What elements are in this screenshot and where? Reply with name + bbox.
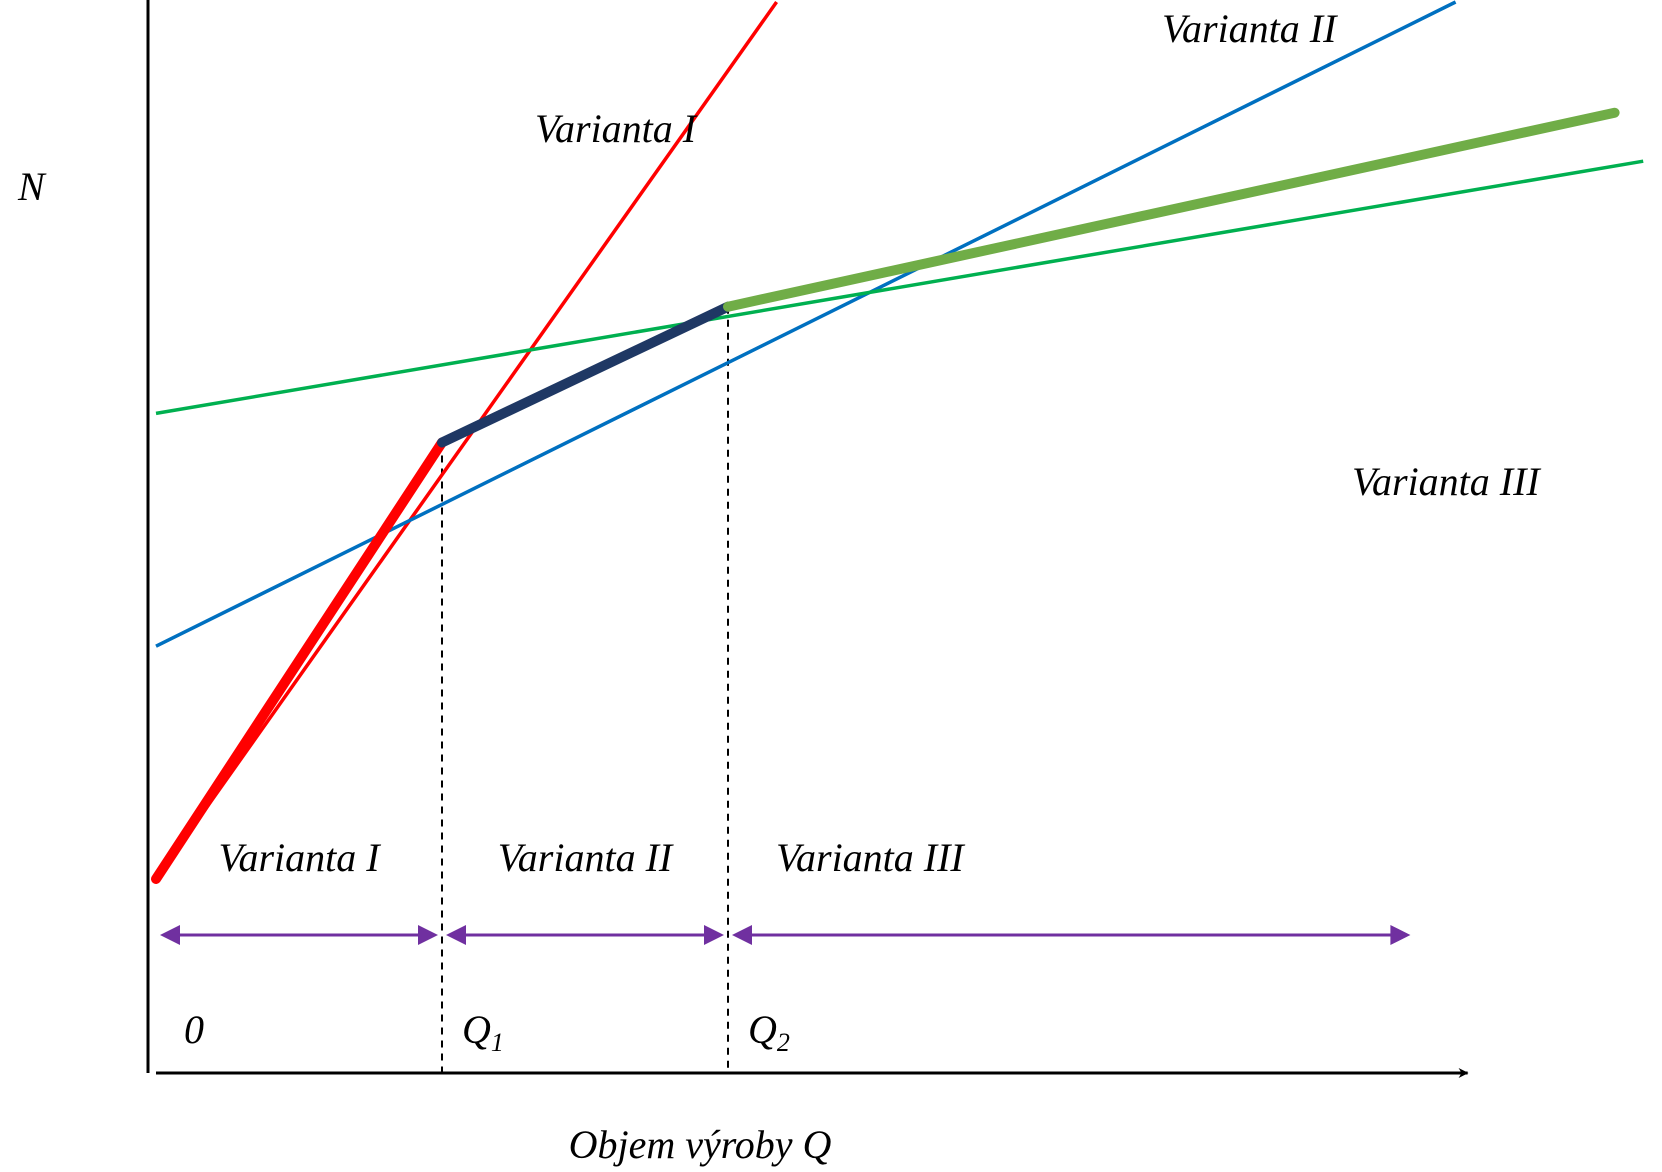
guides xyxy=(441,306,729,1073)
optimal-envelope xyxy=(151,107,1620,884)
envelope-segment-2 xyxy=(437,301,733,448)
series-line-varianta-ii xyxy=(155,0,1457,648)
series-line-varianta-i xyxy=(154,0,779,881)
series-label-varianta-iii: Varianta III xyxy=(1352,459,1541,504)
x-axis-label: Objem výroby Q xyxy=(569,1122,832,1167)
region-label-varianta-i: Varianta I xyxy=(218,835,381,880)
x-tick-0: 0 xyxy=(184,1007,204,1052)
envelope-segment-1 xyxy=(151,437,447,884)
series-lines xyxy=(154,0,1644,881)
envelope-segment-3 xyxy=(723,107,1620,312)
y-axis-label: N xyxy=(17,164,47,209)
series-label-varianta-ii: Varianta II xyxy=(1162,6,1338,51)
x-tick-q2: Q2 xyxy=(748,1007,790,1057)
region-arrow-varianta-i xyxy=(160,925,438,945)
series-label-varianta-i: Varianta I xyxy=(535,106,698,151)
region-arrow-varianta-iii xyxy=(732,925,1411,945)
region-label-varianta-iii: Varianta III xyxy=(776,835,965,880)
series-line-varianta-iii xyxy=(155,159,1644,416)
region-arrows: Varianta I Varianta II Varianta III xyxy=(160,835,1411,945)
x-tick-q1: Q1 xyxy=(462,1007,504,1057)
region-label-varianta-ii: Varianta II xyxy=(498,835,674,880)
region-arrow-varianta-ii xyxy=(446,925,724,945)
axes xyxy=(146,0,1469,1078)
